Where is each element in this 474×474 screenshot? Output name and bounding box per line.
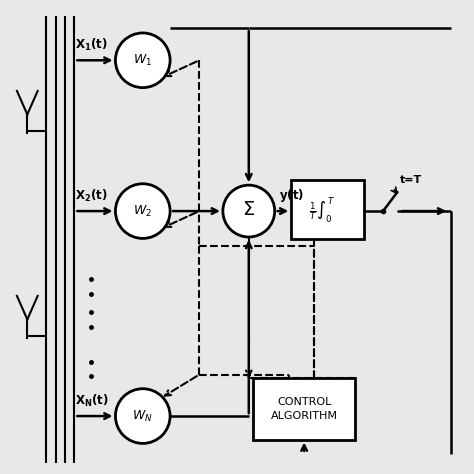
Circle shape xyxy=(116,389,170,443)
Text: $\Sigma$: $\Sigma$ xyxy=(242,200,255,219)
Bar xyxy=(291,181,364,239)
Text: $W_2$: $W_2$ xyxy=(133,203,152,219)
Text: $W_N$: $W_N$ xyxy=(132,409,153,424)
Text: $\mathbf{X_2(t)}$: $\mathbf{X_2(t)}$ xyxy=(75,188,108,204)
Text: $\mathbf{X_N(t)}$: $\mathbf{X_N(t)}$ xyxy=(75,393,109,409)
Circle shape xyxy=(116,184,170,238)
Text: $W_1$: $W_1$ xyxy=(133,53,152,68)
Text: $\frac{1}{T}\int_0^T$: $\frac{1}{T}\int_0^T$ xyxy=(309,195,335,225)
Bar xyxy=(254,378,355,439)
Text: t=T: t=T xyxy=(400,175,422,185)
Text: $\mathbf{X_1(t)}$: $\mathbf{X_1(t)}$ xyxy=(75,37,108,53)
Text: $\mathbf{y(t)}$: $\mathbf{y(t)}$ xyxy=(279,187,304,203)
Text: CONTROL
ALGORITHM: CONTROL ALGORITHM xyxy=(271,397,337,421)
Circle shape xyxy=(116,33,170,88)
Circle shape xyxy=(223,185,275,237)
